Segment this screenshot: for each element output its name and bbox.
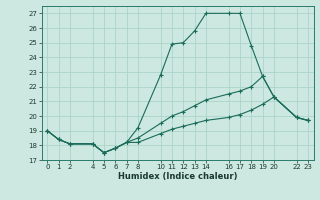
X-axis label: Humidex (Indice chaleur): Humidex (Indice chaleur): [118, 172, 237, 181]
